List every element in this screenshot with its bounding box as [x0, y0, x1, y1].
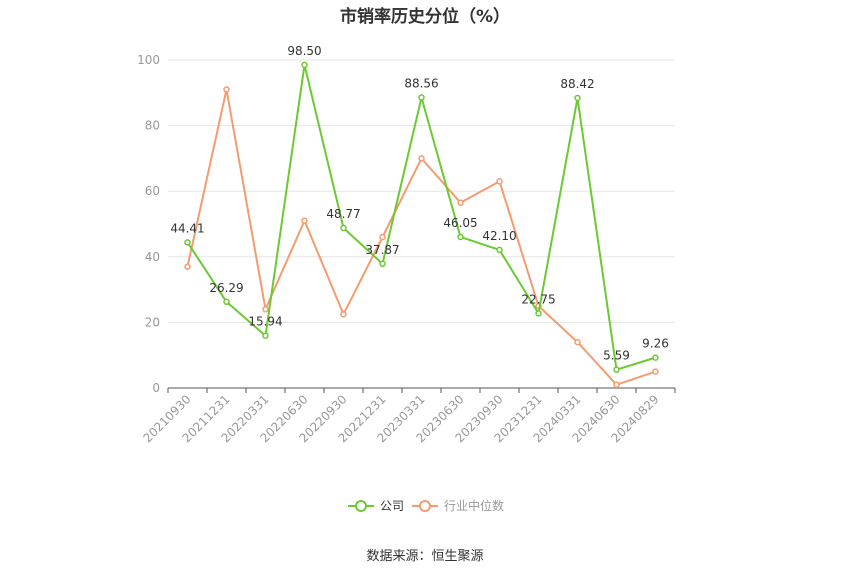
company-data-point[interactable] [457, 233, 464, 241]
y-tick-label: 60 [145, 184, 160, 198]
company-data-point[interactable] [535, 310, 542, 317]
company-data-label: 9.26 [642, 337, 669, 351]
company-data-point[interactable] [574, 94, 581, 102]
industry-data-point[interactable] [418, 155, 425, 162]
industry-data-point[interactable] [379, 233, 386, 241]
y-tick-label: 0 [152, 381, 160, 395]
industry-data-point[interactable] [652, 368, 659, 375]
legend-label: 行业中位数 [444, 498, 504, 513]
series-layer [184, 61, 659, 388]
company-data-label: 42.10 [482, 229, 516, 243]
industry-data-point[interactable] [574, 338, 581, 346]
y-tick-label: 100 [137, 53, 160, 67]
company-data-label: 15.94 [248, 315, 282, 329]
industry-data-point[interactable] [184, 263, 191, 270]
industry-series-line [186, 88, 656, 386]
industry-data-point[interactable] [613, 381, 620, 388]
legend-label: 公司 [380, 499, 404, 513]
company-data-point[interactable] [223, 298, 230, 306]
company-data-label: 22.75 [521, 292, 555, 306]
company-data-label: 26.29 [209, 281, 243, 295]
legend-marker-icon [419, 500, 431, 512]
chart-title: 市销率历史分位（%） [339, 7, 511, 27]
industry-data-point[interactable] [262, 306, 269, 313]
legend[interactable]: 公司 行业中位数 [348, 498, 504, 513]
company-data-label: 46.05 [443, 216, 477, 230]
company-data-point[interactable] [301, 61, 308, 69]
industry-data-point[interactable] [340, 310, 347, 318]
industry-data-point[interactable] [301, 217, 308, 224]
company-data-label: 88.42 [560, 77, 594, 91]
industry-data-point[interactable] [457, 199, 464, 206]
industry-data-point[interactable] [496, 178, 503, 185]
company-data-label: 5.59 [603, 349, 630, 363]
company-data-point[interactable] [418, 94, 425, 101]
legend-marker-icon [355, 500, 367, 512]
source-note: 数据来源：恒生聚源 [366, 549, 484, 564]
company-data-point[interactable] [652, 354, 659, 361]
y-tick-label: 80 [145, 119, 160, 133]
company-data-label: 98.50 [287, 44, 321, 58]
company-data-point[interactable] [496, 246, 503, 254]
label-layer: 44.41 26.29 15.94 98.50 48.77 37.87 88.56 46.05… [170, 44, 669, 363]
y-tick-label: 20 [145, 315, 160, 329]
company-data-point[interactable] [184, 239, 191, 246]
company-data-label: 37.87 [365, 243, 399, 257]
y-tick-label: 40 [145, 250, 160, 264]
company-data-point[interactable] [340, 224, 347, 232]
company-data-label: 48.77 [326, 207, 360, 221]
company-data-label: 44.41 [170, 221, 204, 235]
axis-layer: 0204060801002021093020211231202203312022… [137, 53, 676, 445]
company-data-point[interactable] [613, 366, 620, 373]
company-data-point[interactable] [262, 332, 269, 339]
legend-item-industry[interactable]: 行业中位数 [412, 498, 504, 513]
company-data-label: 88.56 [404, 77, 438, 91]
industry-data-point[interactable] [223, 86, 230, 93]
company-data-point[interactable] [379, 260, 386, 268]
legend-item-company[interactable]: 公司 [348, 499, 404, 513]
